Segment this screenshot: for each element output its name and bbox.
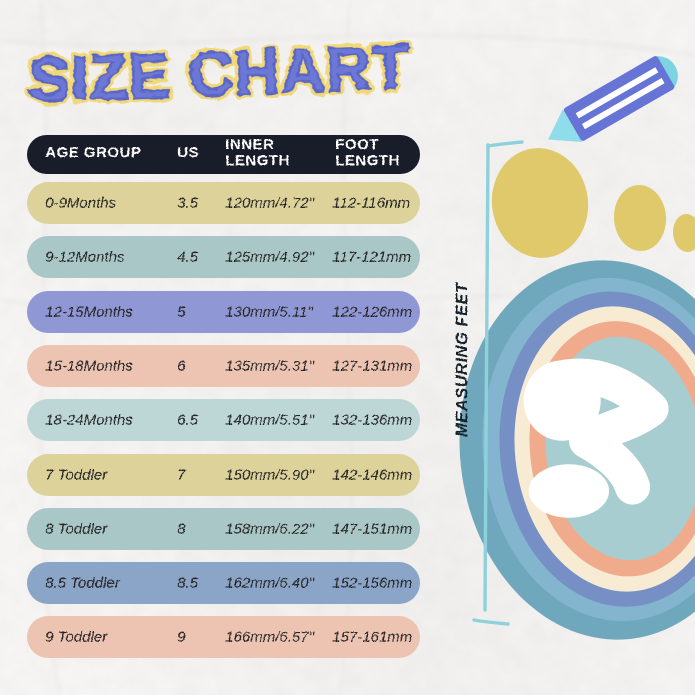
svg-text:SIZE CHART: SIZE CHART xyxy=(26,32,410,114)
svg-text:MEASURING FEET: MEASURING FEET xyxy=(453,281,471,437)
